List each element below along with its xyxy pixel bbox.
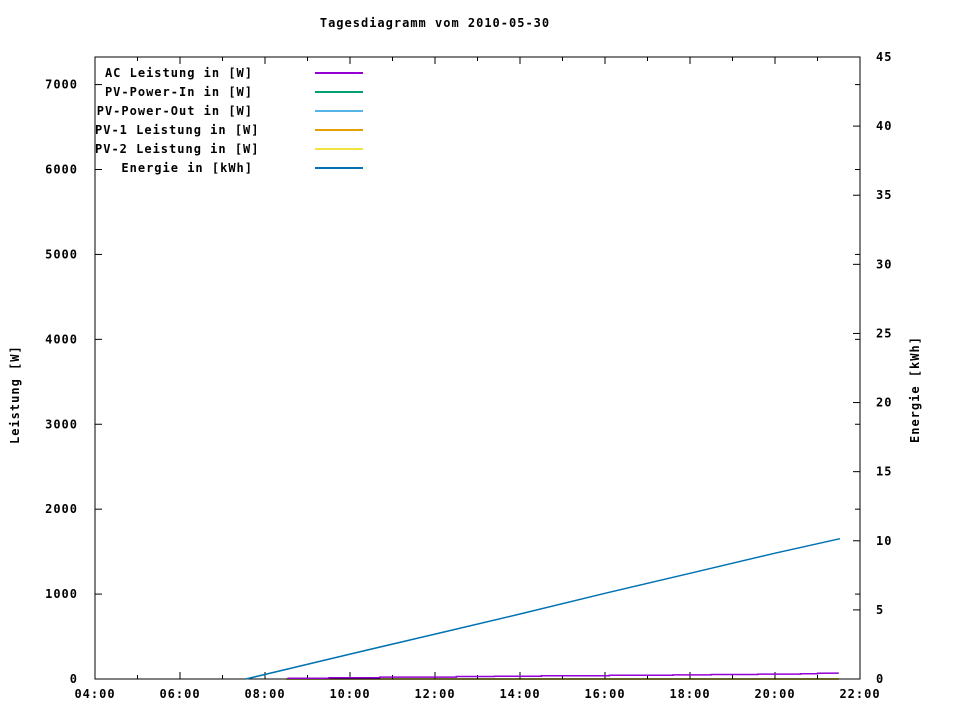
y-right-tick-label: 5 [876,603,884,617]
series-line-5 [245,537,841,680]
y-left-tick-label: 7000 [45,78,78,92]
x-tick-label: 06:00 [159,687,200,701]
x-tick-label: 16:00 [584,687,625,701]
y-right-tick-label: 40 [876,119,892,133]
y-right-tick-label: 30 [876,257,892,271]
legend-line-sample [315,90,363,93]
y-left-tick-label: 4000 [45,332,78,346]
x-tick-label: 08:00 [244,687,285,701]
y-left-tick-label: 1000 [45,587,78,601]
legend-label-ac-leistung: AC Leistung in [W] [104,65,253,80]
legend-label-energie: Energie in [kWh] [121,160,253,175]
y-right-tick-label: 0 [876,672,884,686]
y-right-tick-label: 20 [876,396,892,410]
legend-row: PV-Power-Out in [W] [95,103,363,118]
legend-label-pv-power-in: PV-Power-In in [W] [104,84,253,99]
y-left-tick-label: 5000 [45,247,78,261]
x-tick-label: 22:00 [839,687,880,701]
y-right-tick-label: 25 [876,326,892,340]
series-line-0 [287,672,839,679]
legend-line-sample [315,128,363,131]
x-tick-label: 18:00 [669,687,710,701]
legend-row: PV-2 Leistung in [W] [95,141,363,156]
y-right-tick-label: 10 [876,534,892,548]
y-left-tick-label: 2000 [45,502,78,516]
y-right-tick-label: 15 [876,465,892,479]
y-right-tick-label: 45 [876,50,892,64]
legend-line-sample [315,166,363,169]
legend-row: AC Leistung in [W] [95,65,363,80]
legend-line-sample [315,109,363,112]
y-left-tick-label: 3000 [45,417,78,431]
legend-row: PV-Power-In in [W] [95,84,363,99]
x-tick-label: 14:00 [499,687,540,701]
x-tick-label: 20:00 [754,687,795,701]
legend-line-sample [315,147,363,150]
x-tick-label: 12:00 [414,687,455,701]
legend-label-pv1-leistung: PV-1 Leistung in [W] [95,122,260,137]
y-left-tick-label: 6000 [45,163,78,177]
chart-title: Tagesdiagramm vom 2010-05-30 [319,16,551,30]
y-left-tick-label: 0 [70,672,78,686]
legend-label-pv-power-out: PV-Power-Out in [W] [96,103,253,118]
x-tick-label: 04:00 [74,687,115,701]
legend-row: Energie in [kWh] [95,160,363,175]
legend-label-pv2-leistung: PV-2 Leistung in [W] [95,141,260,156]
legend-line-sample [315,71,363,74]
legend-row: PV-1 Leistung in [W] [95,122,363,137]
y-right-tick-label: 35 [876,188,892,202]
x-tick-label: 10:00 [329,687,370,701]
